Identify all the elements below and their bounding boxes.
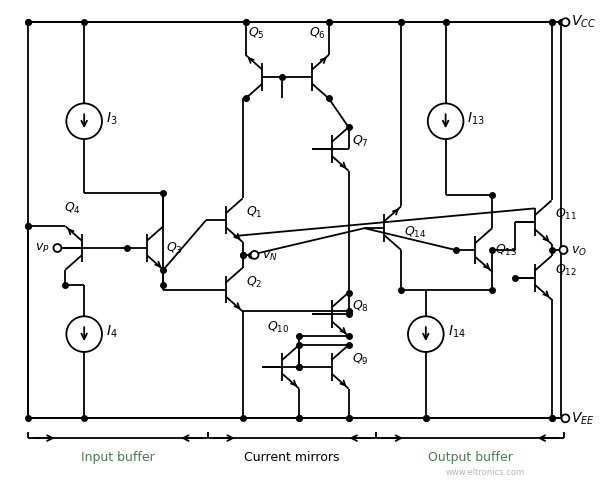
Text: $V_{CC}$: $V_{CC}$	[571, 14, 596, 31]
Text: $Q_{13}$: $Q_{13}$	[495, 243, 517, 258]
Text: $I_{13}$: $I_{13}$	[467, 111, 485, 127]
Text: $I_4$: $I_4$	[106, 324, 118, 340]
Text: $Q_8$: $Q_8$	[352, 299, 368, 314]
Text: www.eltronics.com: www.eltronics.com	[446, 468, 525, 477]
Circle shape	[559, 246, 568, 254]
Text: $I_{14}$: $I_{14}$	[448, 324, 466, 340]
Text: $Q_{11}$: $Q_{11}$	[554, 207, 577, 222]
Text: $Q_5$: $Q_5$	[248, 26, 265, 41]
Text: $I_3$: $I_3$	[106, 111, 118, 127]
Text: $V_{EE}$: $V_{EE}$	[571, 410, 595, 427]
Circle shape	[251, 251, 259, 259]
Text: $Q_6$: $Q_6$	[310, 26, 326, 41]
Text: $v_O$: $v_O$	[571, 246, 587, 258]
Text: $Q_7$: $Q_7$	[352, 134, 368, 149]
Text: $Q_2$: $Q_2$	[245, 275, 262, 290]
Text: $Q_1$: $Q_1$	[245, 205, 262, 220]
Text: $Q_{12}$: $Q_{12}$	[554, 263, 577, 278]
Circle shape	[562, 18, 569, 26]
Text: Current mirrors: Current mirrors	[244, 452, 340, 464]
Text: $v_N$: $v_N$	[262, 250, 278, 263]
Text: $Q_3$: $Q_3$	[166, 241, 183, 256]
Circle shape	[53, 244, 61, 252]
Circle shape	[562, 414, 569, 422]
Text: $Q_{10}$: $Q_{10}$	[267, 320, 289, 335]
Text: $Q_4$: $Q_4$	[64, 201, 81, 216]
Text: Input buffer: Input buffer	[81, 452, 155, 464]
Text: $Q_{14}$: $Q_{14}$	[404, 225, 427, 240]
Text: $Q_9$: $Q_9$	[352, 352, 368, 367]
Text: Output buffer: Output buffer	[428, 452, 513, 464]
Text: $v_P$: $v_P$	[35, 242, 50, 254]
